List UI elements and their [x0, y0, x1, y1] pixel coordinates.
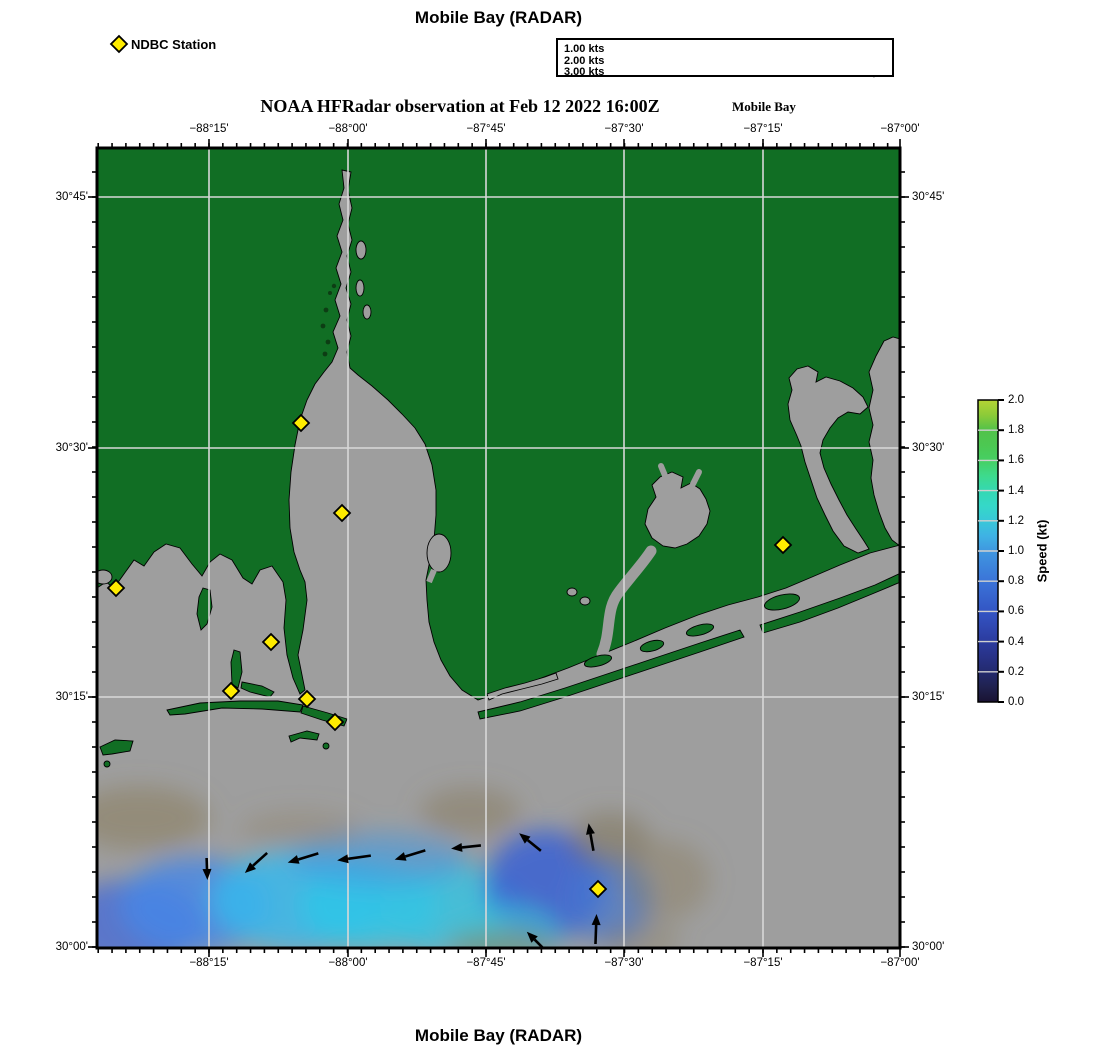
colorbar-tick-label: 1.6 [1008, 454, 1024, 467]
lon-label-top: −87°30' [604, 123, 644, 135]
colorbar-tick-label: 1.0 [1008, 545, 1024, 557]
colorbar-tick-label: 1.4 [1008, 484, 1024, 497]
lon-label-bottom: −88°00' [328, 957, 368, 969]
perdido-bay [787, 365, 870, 554]
scale-row-1: 1.00 kts [564, 43, 605, 55]
scale-row-2: 2.00 kts [564, 54, 605, 67]
ndbc-legend-label: NDBC Station [131, 37, 217, 52]
axis-ticks [88, 139, 909, 957]
east-channel [868, 336, 900, 547]
speed-blob [620, 840, 710, 920]
speed-blob [420, 787, 520, 837]
colorbar-tick-label: 0.4 [1008, 635, 1024, 648]
marsh-inlet-2 [579, 596, 591, 606]
figure-title-top: Mobile Bay (RADAR) [414, 8, 583, 27]
ndbc-station-diamond [332, 503, 352, 523]
lat-label-right: 30°00' [912, 941, 945, 953]
colorbar [977, 399, 1004, 703]
islet-1 [103, 760, 111, 768]
lagoon-islet-3 [685, 623, 715, 637]
lon-label-top: −87°15' [743, 123, 783, 135]
ndbc-station-diamond [291, 413, 311, 433]
lon-label-top: −88°00' [328, 123, 368, 135]
mainland [97, 148, 900, 701]
marsh-inlet-1 [566, 587, 578, 597]
speed-blob [240, 810, 360, 850]
lon-label-top: −88°15' [189, 123, 229, 135]
ndbc-station-diamond [261, 632, 281, 652]
lat-label-left: 30°45' [55, 191, 88, 203]
colorbar-tick-label: 1.8 [1008, 424, 1024, 437]
sound-islets [288, 730, 320, 743]
colorbar-ticks [978, 399, 1004, 703]
speed-blob [97, 786, 210, 850]
wolf-bay-channel [596, 545, 657, 660]
lagoon-islet-2 [639, 639, 665, 653]
marsh-strip-1 [230, 649, 243, 689]
little-lagoon [486, 672, 559, 701]
map-area [97, 148, 900, 948]
lon-label-top: −87°00' [880, 123, 920, 135]
lon-label-bottom: −88°15' [189, 957, 229, 969]
ndbc-station-diamond [221, 681, 241, 701]
speed-field [97, 786, 710, 948]
delta-lake-1 [355, 240, 367, 260]
ndbc-diamond-icon [109, 34, 129, 54]
lon-label-bottom: −87°15' [743, 957, 783, 969]
speed-scale-legend: 1.00 kts 2.00 kts 3.00 kts [556, 38, 894, 78]
delta-lake-2 [355, 279, 365, 297]
lat-label-left: 30°15' [55, 691, 88, 703]
lon-label-top: −87°45' [466, 123, 506, 135]
nw-inlet [97, 569, 113, 585]
lagoon-islet-1 [583, 654, 613, 668]
colorbar-tick-label: 0.0 [1008, 696, 1024, 708]
ndbc-station-diamond [325, 712, 345, 732]
lat-label-right: 30°30' [912, 442, 945, 454]
figure-title-bottom: Mobile Bay (RADAR) [414, 1026, 583, 1045]
ndbc-stations [106, 413, 793, 899]
scale-row-3: 3.00 kts [564, 66, 605, 78]
ndbc-station-diamond [588, 879, 608, 899]
delta-lake-3 [362, 304, 372, 320]
ndbc-station-diamond [773, 535, 793, 555]
map-frame [95, 146, 902, 950]
colorbar-tick-label: 0.2 [1008, 665, 1024, 678]
bay-stub-1 [658, 463, 669, 481]
observation-subtitle: NOAA HFRadar observation at Feb 12 2022 … [260, 96, 660, 116]
colorbar-tick-label: 0.8 [1008, 575, 1024, 588]
graticule [97, 148, 900, 948]
colorbar-tick-label: 0.6 [1008, 605, 1024, 618]
lat-label-left: 30°30' [55, 442, 88, 454]
bay-stub-2 [690, 469, 702, 487]
lake-neck [426, 568, 437, 584]
speed-blob [600, 920, 680, 948]
lon-label-bottom: −87°45' [466, 957, 506, 969]
lagoon-islet-4 [764, 593, 800, 611]
lon-label-bottom: −87°00' [880, 957, 920, 969]
lon-label-bottom: −87°30' [604, 957, 644, 969]
delta-islets [320, 283, 337, 357]
lat-label-left: 30°00' [55, 941, 88, 953]
ndbc-station-diamond [297, 689, 317, 709]
barrier-strip-east-2 [759, 572, 900, 634]
colorbar-title: Speed (kt) [1034, 519, 1050, 583]
current-arrows [202, 823, 601, 948]
colorbar-tick-label: 2.0 [1008, 394, 1024, 406]
colorbar-tick-label: 1.2 [1008, 514, 1024, 527]
lat-label-right: 30°15' [912, 691, 945, 703]
dauphin-island [166, 700, 304, 716]
petit-bois-island [99, 739, 134, 756]
islet-2 [322, 742, 330, 750]
lat-label-right: 30°45' [912, 191, 945, 203]
region-label: Mobile Bay [732, 99, 796, 114]
inland-lake [426, 533, 452, 573]
ndbc-station-diamond [106, 578, 126, 598]
